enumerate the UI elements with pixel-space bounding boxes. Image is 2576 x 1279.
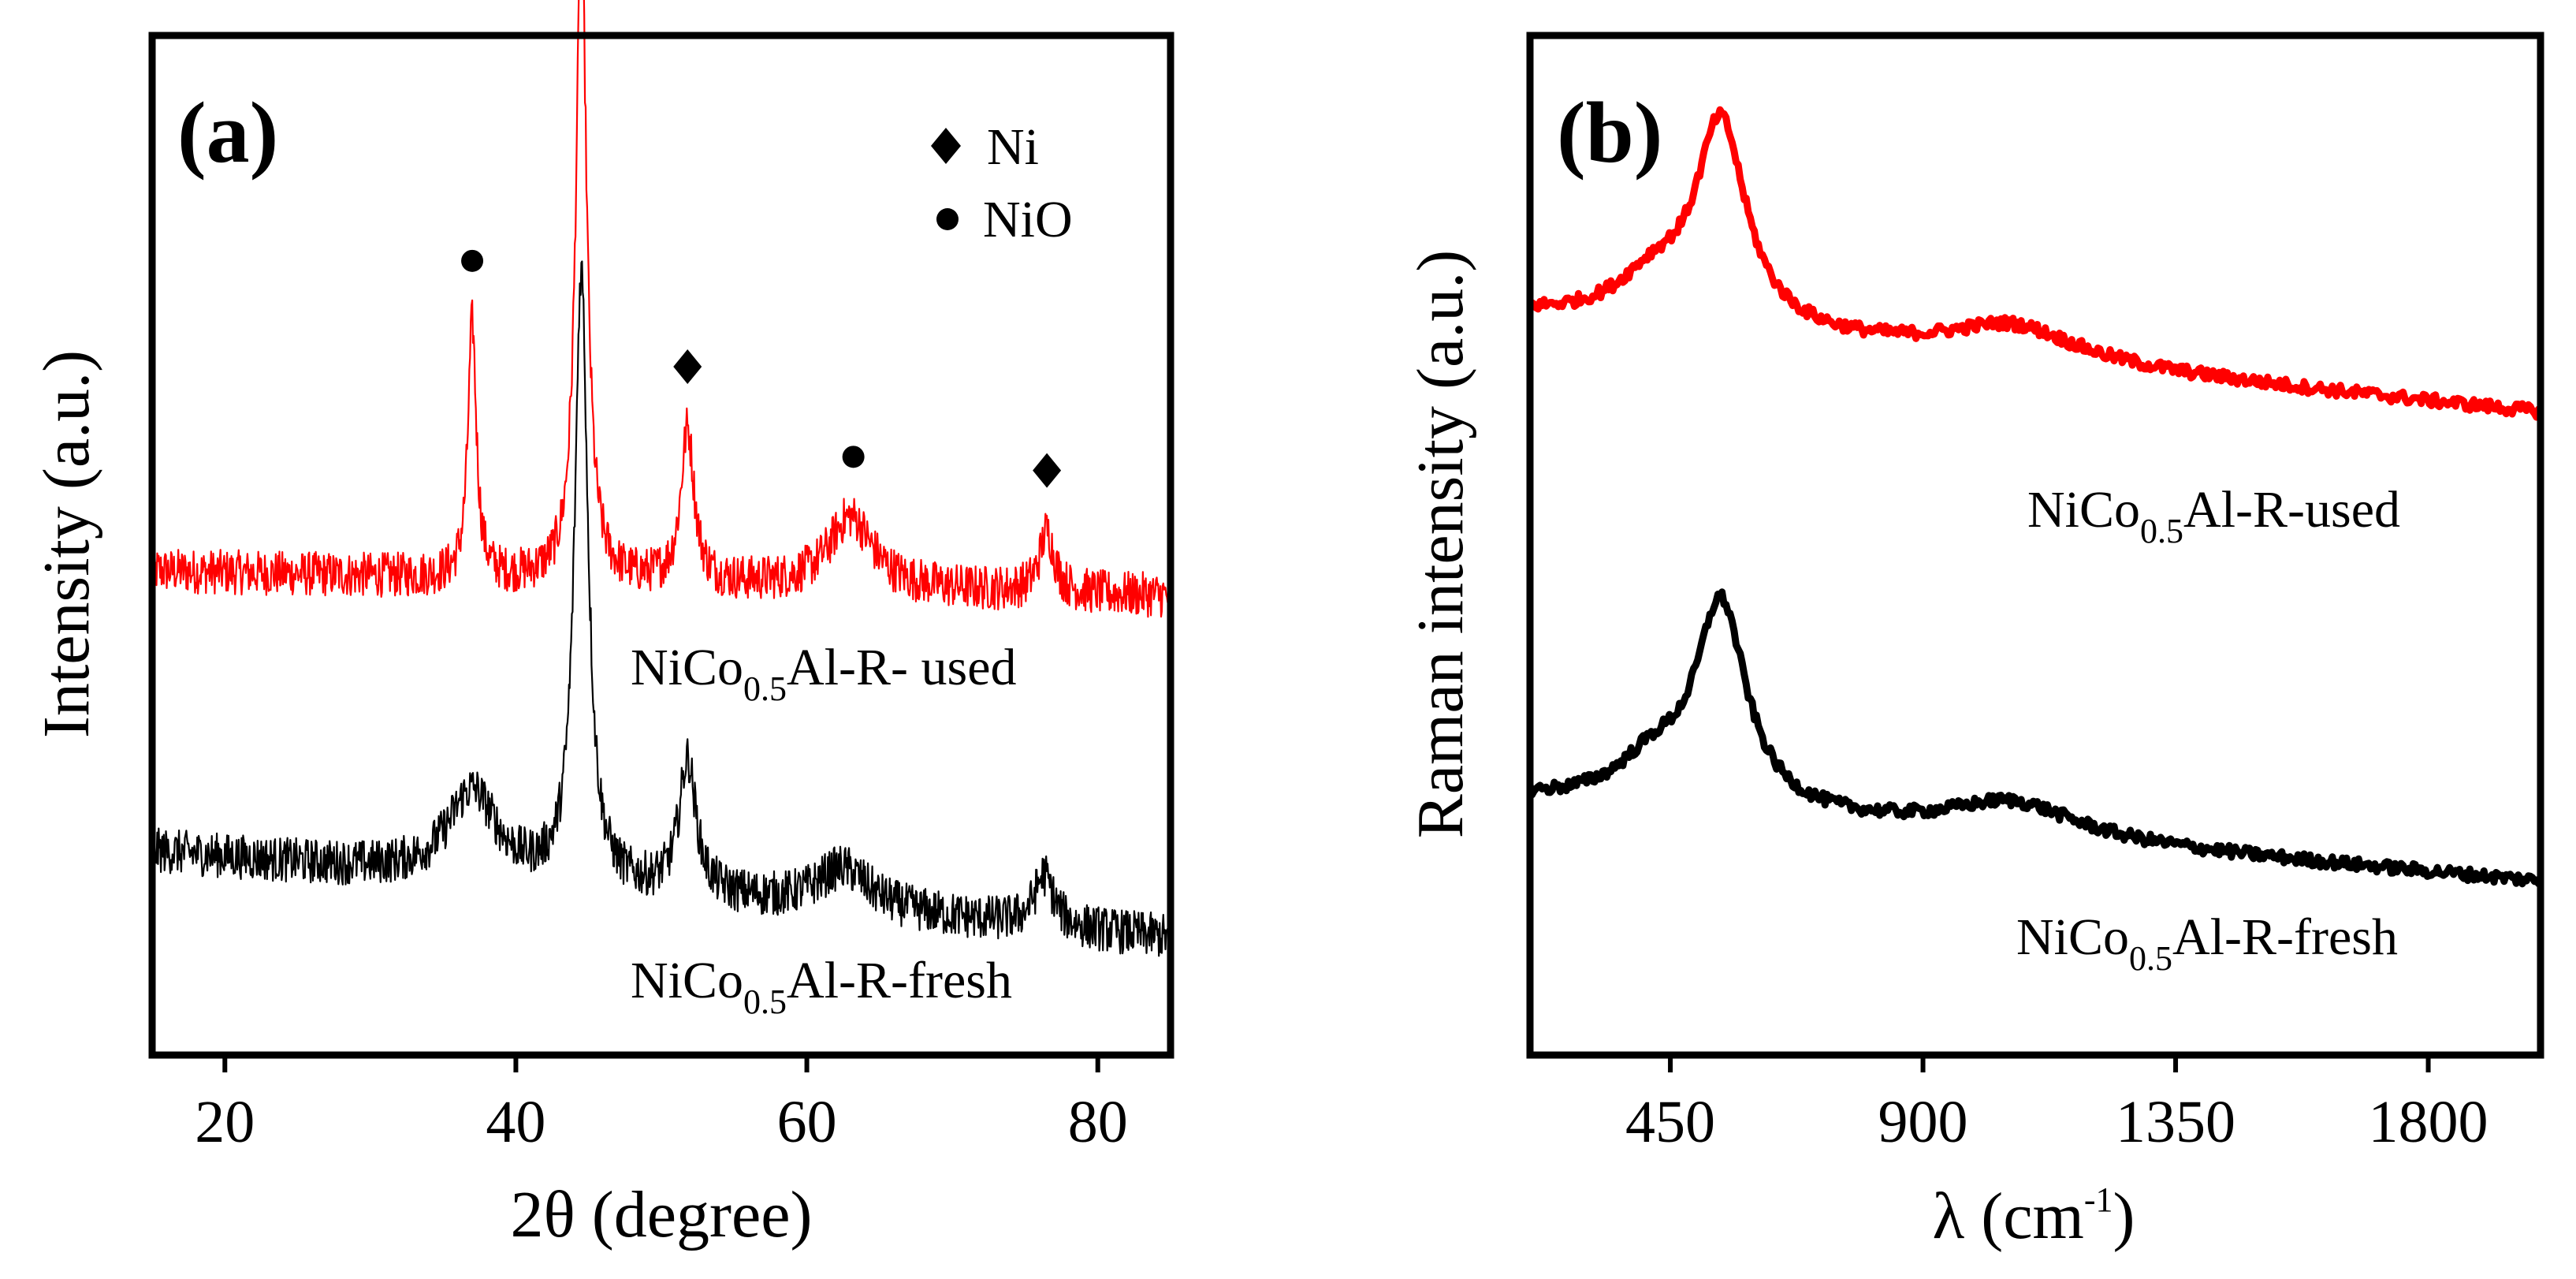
panel-b-raman-chart: 450 900 1350 1800 (b) NiCo0.5Al-R-used NiCo… <box>1404 32 2544 1253</box>
peak-marker-ni-diamond <box>673 349 702 385</box>
panel-b-x-ticks: 450 900 1350 1800 <box>1625 1055 2489 1155</box>
series-label-subscript: 0.5 <box>743 983 787 1021</box>
peak-marker-nio-circle <box>842 446 865 468</box>
series-line-used <box>1528 106 2542 421</box>
x-tick-label: 450 <box>1625 1089 1715 1155</box>
x-title-superscript: -1 <box>2084 1180 2113 1219</box>
panel-b-used-series-label: NiCo0.5Al-R-used <box>2027 481 2400 550</box>
series-line-fresh <box>151 260 1172 957</box>
panel-b-fresh-series-label: NiCo0.5Al-R-fresh <box>2016 908 2398 978</box>
legend-diamond-icon <box>931 128 961 164</box>
x-tick-label: 1800 <box>2369 1089 2489 1155</box>
panel-a-frame <box>148 32 1174 1059</box>
panel-b-series-group <box>1526 106 2544 888</box>
panel-a-y-axis-title: Intensity (a.u.) <box>30 350 103 738</box>
series-label-rest: Al-R- used <box>787 639 1016 696</box>
legend-circle-icon <box>936 208 959 230</box>
peak-marker-nio-circle <box>461 249 484 272</box>
series-label-subscript: 0.5 <box>2140 512 2183 550</box>
x-tick-label: 900 <box>1878 1089 1968 1155</box>
series-line-fresh <box>1526 588 2544 888</box>
x-title-end: ) <box>2113 1180 2135 1253</box>
panel-b-y-axis-title: Raman intensity (a.u.) <box>1404 250 1477 838</box>
series-label-subscript: 0.5 <box>2129 939 2172 978</box>
x-tick-label: 20 <box>195 1089 255 1155</box>
series-label-main: NiCo <box>2027 481 2140 539</box>
x-title-main: λ (cm <box>1933 1180 2084 1253</box>
panel-a-xrd-chart: 20 40 60 80 (a) Ni NiO NiCo0.5Al-R- used Ni… <box>30 0 1174 1251</box>
series-label-main: NiCo <box>631 952 743 1009</box>
panel-a-x-axis-title: 2θ (degree) <box>510 1178 812 1251</box>
series-line-used <box>151 0 1171 618</box>
series-label-main: NiCo <box>2016 908 2129 966</box>
x-tick-label: 40 <box>486 1089 545 1155</box>
x-tick-label: 80 <box>1068 1089 1128 1155</box>
panel-b-label: (b) <box>1557 84 1662 181</box>
panel-a-peak-markers <box>461 249 1062 488</box>
series-label-rest: Al-R-fresh <box>787 952 1012 1009</box>
panel-a-x-ticks: 20 40 60 80 <box>195 1055 1128 1155</box>
legend-label-nio: NiO <box>983 191 1073 248</box>
panel-a-series-group <box>151 0 1172 957</box>
series-label-main: NiCo <box>631 639 743 696</box>
panel-b-x-axis-title: λ (cm-1) <box>1933 1180 2135 1253</box>
series-label-rest: Al-R-fresh <box>2172 908 2398 966</box>
series-label-subscript: 0.5 <box>743 669 787 708</box>
panel-a-used-series-label: NiCo0.5Al-R- used <box>631 639 1017 708</box>
panel-a-label: (a) <box>177 84 278 181</box>
x-tick-label: 60 <box>777 1089 837 1155</box>
series-label-rest: Al-R-used <box>2183 481 2400 539</box>
panel-b-frame <box>1526 32 2544 1059</box>
panel-a-fresh-series-label: NiCo0.5Al-R-fresh <box>631 952 1012 1021</box>
panel-a-legend: Ni NiO <box>931 118 1073 248</box>
x-tick-label: 1350 <box>2116 1089 2235 1155</box>
legend-label-ni: Ni <box>987 118 1039 176</box>
peak-marker-ni-diamond <box>1033 453 1062 488</box>
